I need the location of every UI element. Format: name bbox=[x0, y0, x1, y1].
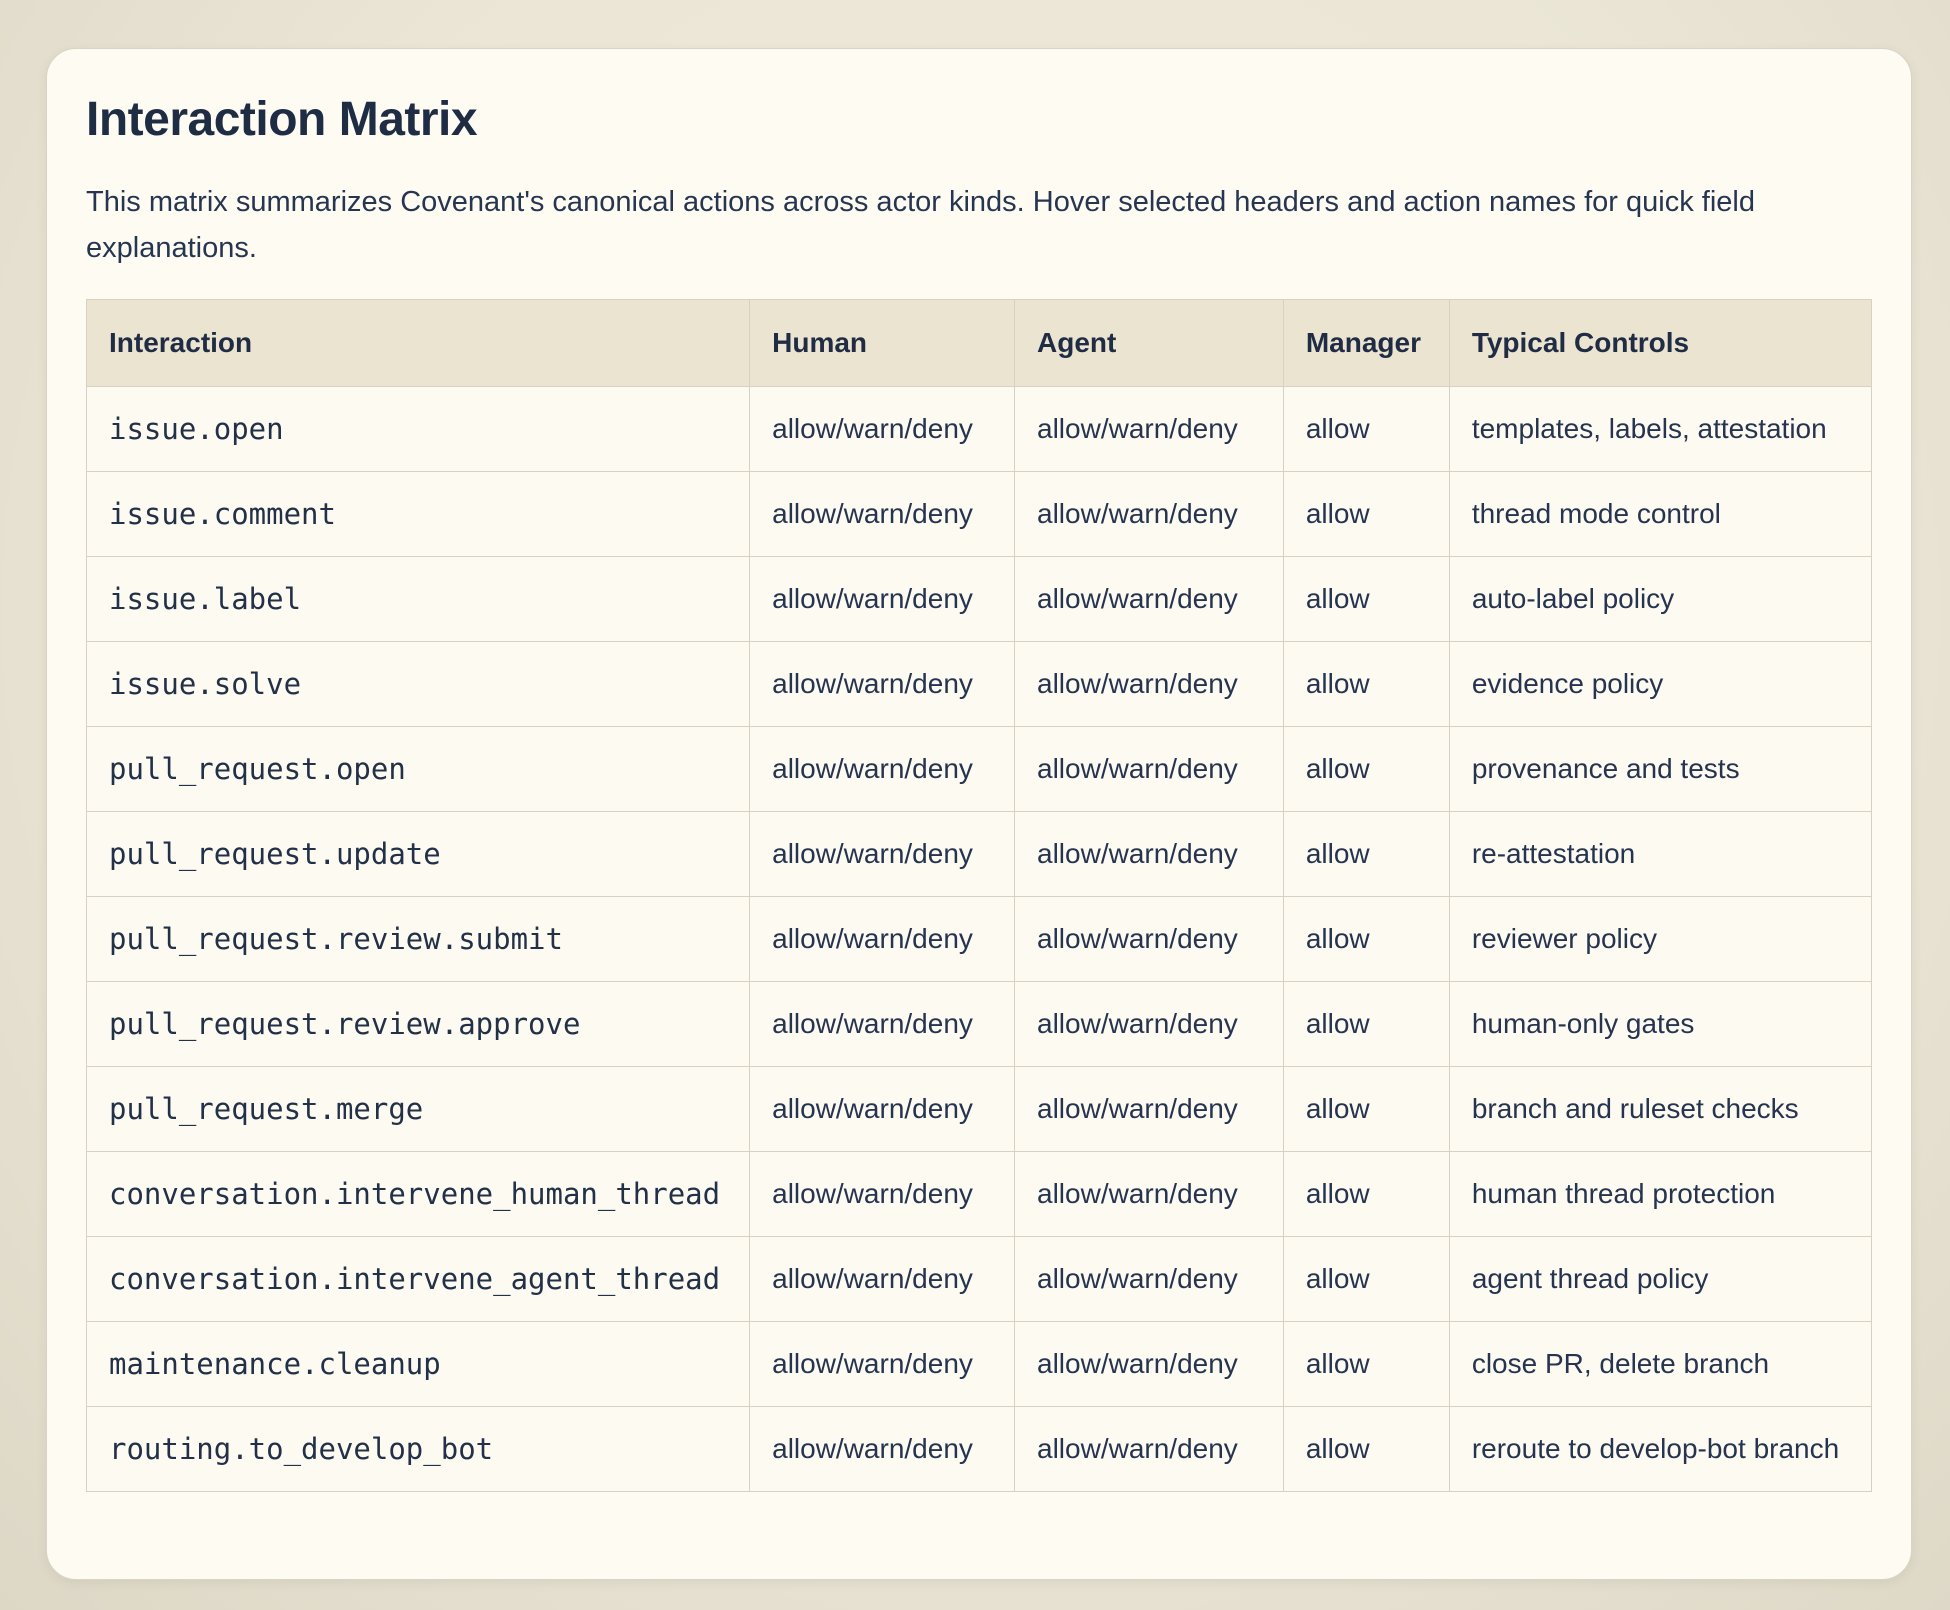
cell-manager: allow bbox=[1282, 1406, 1450, 1492]
cell-manager: allow bbox=[1282, 1236, 1450, 1322]
cell-controls: reviewer policy bbox=[1448, 896, 1873, 982]
cell-human: allow/warn/deny bbox=[749, 896, 1016, 982]
cell-controls: thread mode control bbox=[1448, 471, 1873, 557]
cell-manager: allow bbox=[1282, 726, 1450, 812]
cell-human: allow/warn/deny bbox=[749, 981, 1016, 1067]
cell-agent: allow/warn/deny bbox=[1014, 1406, 1284, 1492]
interaction-name-cell[interactable]: issue.comment bbox=[85, 471, 751, 557]
matrix-row: issue.open allow/warn/deny allow/warn/deny… bbox=[85, 386, 1873, 472]
matrix-row: pull_request.merge allow/warn/deny allow/w… bbox=[85, 1066, 1873, 1152]
matrix-row: issue.comment allow/warn/deny allow/warn/d… bbox=[85, 471, 1873, 557]
cell-agent: allow/warn/deny bbox=[1014, 1236, 1284, 1322]
column-header-manager[interactable]: Manager bbox=[1282, 299, 1450, 387]
cell-agent: allow/warn/deny bbox=[1014, 896, 1284, 982]
cell-human: allow/warn/deny bbox=[749, 1151, 1016, 1237]
interaction-name-cell[interactable]: issue.label bbox=[85, 556, 751, 642]
cell-manager: allow bbox=[1282, 1321, 1450, 1407]
matrix-row: issue.label allow/warn/deny allow/warn/den… bbox=[85, 556, 1873, 642]
cell-controls: evidence policy bbox=[1448, 641, 1873, 727]
cell-manager: allow bbox=[1282, 1066, 1450, 1152]
matrix-row: routing.to_develop_bot allow/warn/deny all… bbox=[85, 1406, 1873, 1492]
cell-agent: allow/warn/deny bbox=[1014, 1321, 1284, 1407]
column-header-human[interactable]: Human bbox=[749, 299, 1016, 387]
cell-human: allow/warn/deny bbox=[749, 386, 1016, 472]
interaction-name-cell[interactable]: pull_request.update bbox=[85, 811, 751, 897]
matrix-row: pull_request.review.approve allow/warn/de… bbox=[85, 981, 1873, 1067]
cell-agent: allow/warn/deny bbox=[1014, 556, 1284, 642]
cell-controls: branch and ruleset checks bbox=[1448, 1066, 1873, 1152]
cell-manager: allow bbox=[1282, 556, 1450, 642]
matrix-row: pull_request.open allow/warn/deny allow/wa… bbox=[85, 726, 1873, 812]
cell-human: allow/warn/deny bbox=[749, 641, 1016, 727]
matrix-row: pull_request.update allow/warn/deny allow/… bbox=[85, 811, 1873, 897]
cell-manager: allow bbox=[1282, 471, 1450, 557]
cell-agent: allow/warn/deny bbox=[1014, 726, 1284, 812]
interaction-name-cell[interactable]: pull_request.open bbox=[85, 726, 751, 812]
cell-human: allow/warn/deny bbox=[749, 726, 1016, 812]
cell-human: allow/warn/deny bbox=[749, 471, 1016, 557]
matrix-body: issue.open allow/warn/deny allow/warn/deny… bbox=[85, 386, 1873, 1492]
cell-human: allow/warn/deny bbox=[749, 1236, 1016, 1322]
interaction-name-cell[interactable]: maintenance.cleanup bbox=[85, 1321, 751, 1407]
cell-controls: close PR, delete branch bbox=[1448, 1321, 1873, 1407]
matrix-row: pull_request.review.submit allow/warn/den… bbox=[85, 896, 1873, 982]
cell-human: allow/warn/deny bbox=[749, 1321, 1016, 1407]
matrix-header-row: Interaction Human Agent Manager Typical Cont… bbox=[85, 299, 1873, 387]
cell-manager: allow bbox=[1282, 1151, 1450, 1237]
cell-manager: allow bbox=[1282, 896, 1450, 982]
cell-agent: allow/warn/deny bbox=[1014, 471, 1284, 557]
column-header-controls[interactable]: Typical Controls bbox=[1448, 299, 1873, 387]
cell-controls: agent thread policy bbox=[1448, 1236, 1873, 1322]
matrix-head: Interaction Human Agent Manager Typical Cont… bbox=[85, 299, 1873, 387]
interaction-matrix-card: Interaction Matrix This matrix summarize… bbox=[46, 48, 1912, 1580]
interaction-name-cell[interactable]: pull_request.review.submit bbox=[85, 896, 751, 982]
matrix-row: maintenance.cleanup allow/warn/deny allow/… bbox=[85, 1321, 1873, 1407]
cell-agent: allow/warn/deny bbox=[1014, 1151, 1284, 1237]
interaction-matrix-table: Interaction Human Agent Manager Typical Cont… bbox=[85, 299, 1873, 1492]
cell-agent: allow/warn/deny bbox=[1014, 981, 1284, 1067]
interaction-name-cell[interactable]: routing.to_develop_bot bbox=[85, 1406, 751, 1492]
cell-controls: templates, labels, attestation bbox=[1448, 386, 1873, 472]
cell-manager: allow bbox=[1282, 811, 1450, 897]
cell-human: allow/warn/deny bbox=[749, 1406, 1016, 1492]
cell-human: allow/warn/deny bbox=[749, 811, 1016, 897]
cell-agent: allow/warn/deny bbox=[1014, 811, 1284, 897]
cell-agent: allow/warn/deny bbox=[1014, 1066, 1284, 1152]
cell-manager: allow bbox=[1282, 981, 1450, 1067]
interaction-name-cell[interactable]: conversation.intervene_human_thread bbox=[85, 1151, 751, 1237]
interaction-name-cell[interactable]: issue.solve bbox=[85, 641, 751, 727]
cell-controls: auto-label policy bbox=[1448, 556, 1873, 642]
matrix-row: issue.solve allow/warn/deny allow/warn/den… bbox=[85, 641, 1873, 727]
page-title: Interaction Matrix bbox=[86, 93, 478, 146]
cell-controls: provenance and tests bbox=[1448, 726, 1873, 812]
cell-human: allow/warn/deny bbox=[749, 556, 1016, 642]
cell-controls: human-only gates bbox=[1448, 981, 1873, 1067]
interaction-name-cell[interactable]: pull_request.review.approve bbox=[85, 981, 751, 1067]
interaction-name-cell[interactable]: issue.open bbox=[85, 386, 751, 472]
cell-manager: allow bbox=[1282, 386, 1450, 472]
cell-agent: allow/warn/deny bbox=[1014, 386, 1284, 472]
matrix-row: conversation.intervene_human_thread allow… bbox=[85, 1151, 1873, 1237]
column-header-agent[interactable]: Agent bbox=[1014, 299, 1284, 387]
cell-agent: allow/warn/deny bbox=[1014, 641, 1284, 727]
interaction-name-cell[interactable]: conversation.intervene_agent_thread bbox=[85, 1236, 751, 1322]
cell-manager: allow bbox=[1282, 641, 1450, 727]
interaction-name-cell[interactable]: pull_request.merge bbox=[85, 1066, 751, 1152]
matrix-description: This matrix summarizes Covenant's canoni… bbox=[86, 186, 1755, 264]
column-header-interaction[interactable]: Interaction bbox=[85, 299, 751, 387]
cell-controls: re-attestation bbox=[1448, 811, 1873, 897]
cell-controls: human thread protection bbox=[1448, 1151, 1873, 1237]
cell-controls: reroute to develop-bot branch bbox=[1448, 1406, 1873, 1492]
cell-human: allow/warn/deny bbox=[749, 1066, 1016, 1152]
matrix-row: conversation.intervene_agent_thread allow… bbox=[85, 1236, 1873, 1322]
